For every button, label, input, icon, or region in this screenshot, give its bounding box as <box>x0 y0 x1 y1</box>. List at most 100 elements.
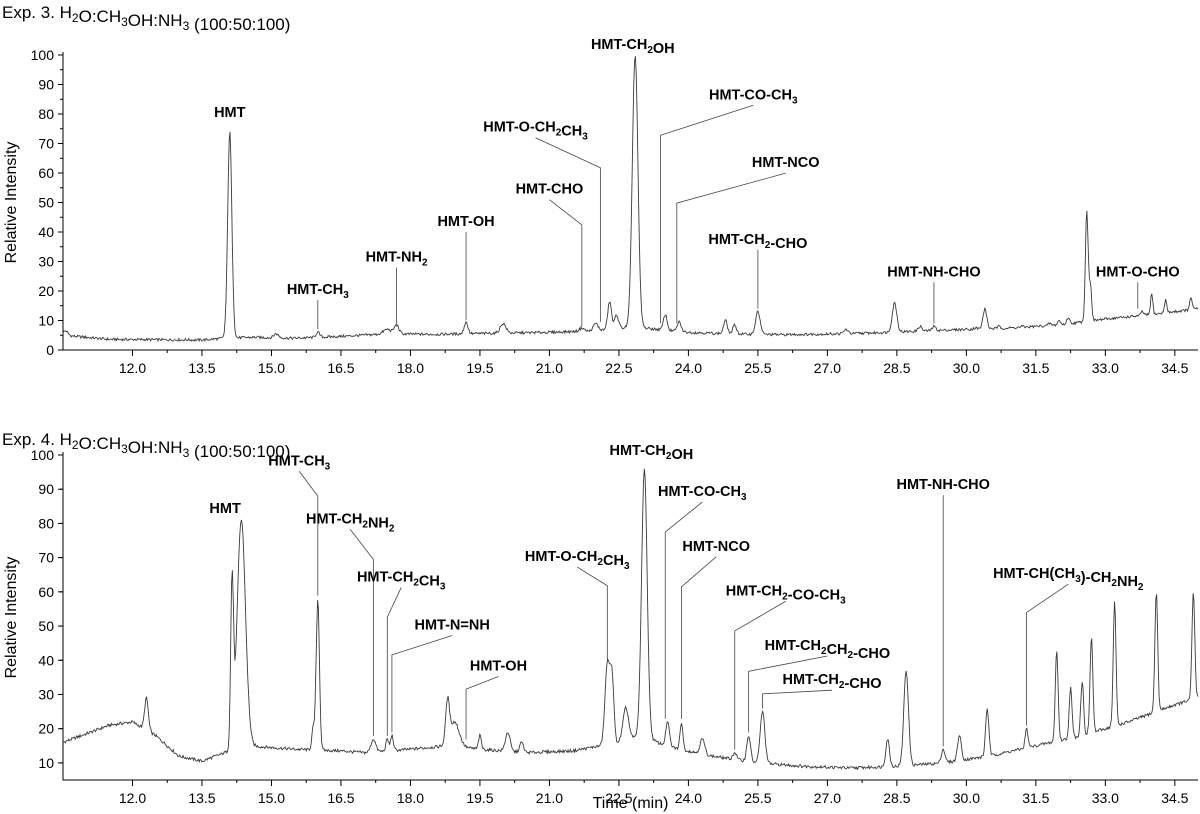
y-axis-label: Relative Intensity <box>3 557 20 679</box>
x-tick-label: 19.5 <box>466 790 493 806</box>
peak-leader-line <box>660 104 754 324</box>
x-tick-label: 30.0 <box>953 360 980 376</box>
x-tick-label: 22.5 <box>605 360 632 376</box>
x-axis-label: Time (min) <box>593 795 669 812</box>
peak-label: HMT-OH <box>437 214 494 230</box>
peak-label: HMT-CH2OH <box>591 37 675 57</box>
y-tick-label: 50 <box>38 618 54 634</box>
y-tick-label: 100 <box>31 447 55 463</box>
y-tick-label: 30 <box>38 254 54 270</box>
peak-leader-line <box>349 529 374 736</box>
axis-frame <box>62 52 1198 351</box>
y-axis-label: Relative Intensity <box>3 142 20 264</box>
y-tick-label: 60 <box>38 584 54 600</box>
peak-label: HMT-CH(CH3)-CH2NH2 <box>993 566 1144 593</box>
x-tick-label: 12.0 <box>119 360 146 376</box>
peak-label: HMT-CHO <box>516 182 584 198</box>
peak-leader-line <box>391 635 453 733</box>
peak-label: HMT-NCO <box>682 539 750 555</box>
x-tick-label: 28.5 <box>883 790 910 806</box>
peak-label: HMT-CH2NH2 <box>306 511 395 534</box>
x-tick-label: 18.0 <box>397 360 424 376</box>
chart-title: Exp. 3. H2O:CH3OH:NH3 (100:50:100) <box>2 3 290 34</box>
x-tick-label: 24.0 <box>675 360 702 376</box>
chart-panel-4: Exp. 4. H2O:CH3OH:NH3 (100:50:100) 10 20 30… <box>2 430 1199 812</box>
peak-leader-line <box>535 137 601 322</box>
x-tick-label: 15.0 <box>258 360 285 376</box>
y-tick-label: 50 <box>38 195 54 211</box>
x-tick-label: 34.5 <box>1161 790 1188 806</box>
x-tick-label: 27.0 <box>814 360 841 376</box>
x-tick-label: 12.0 <box>119 790 146 806</box>
peak-label: HMT-CH3 <box>268 453 330 472</box>
x-tick-label: 16.5 <box>327 360 354 376</box>
y-tick-label: 40 <box>38 652 54 668</box>
x-tick-label: 13.5 <box>188 790 215 806</box>
chromatogram-trace <box>62 56 1199 343</box>
peak-label: HMT-NH2 <box>366 250 428 269</box>
y-tick-label: 80 <box>38 106 54 122</box>
y-tick-label: 90 <box>38 77 54 93</box>
peak-leader-line <box>681 556 717 719</box>
x-tick-label: 31.5 <box>1022 360 1049 376</box>
x-tick-label: 15.0 <box>258 790 285 806</box>
peak-leader-line <box>734 600 786 750</box>
peak-leader-line <box>386 587 402 736</box>
y-tick-label: 20 <box>38 721 54 737</box>
axis-frame <box>62 452 1198 781</box>
peak-label: HMT-CH2OH <box>609 443 693 463</box>
peak-leader-line <box>549 199 583 327</box>
x-tick-label: 18.0 <box>397 790 424 806</box>
peak-label: HMT-O-CHO <box>1096 264 1180 280</box>
x-tick-label: 33.0 <box>1092 360 1119 376</box>
x-tick-label: 22.5 <box>605 790 632 806</box>
peak-label: HMT-O-CH2CH3 <box>525 549 630 572</box>
peak-label: HMT-O-CH2CH3 <box>483 120 588 143</box>
y-tick-label: 80 <box>38 515 54 531</box>
y-tick-label: 70 <box>38 550 54 566</box>
x-tick-label: 13.5 <box>188 360 215 376</box>
peak-leader-line <box>762 689 833 709</box>
x-tick-label: 19.5 <box>466 360 493 376</box>
peak-leader-line <box>577 566 608 661</box>
peak-label: HMT <box>209 501 241 517</box>
peak-label: HMT-CH2CH3 <box>357 570 446 593</box>
peak-label: HMT-CH2CH2-CHO <box>765 638 891 662</box>
peak-label: HMT-NH-CHO <box>896 477 989 493</box>
x-tick-label: 30.0 <box>953 790 980 806</box>
y-tick-label: 100 <box>31 47 55 63</box>
peak-leader-line <box>298 471 319 596</box>
peak-leader-line <box>664 501 703 719</box>
y-tick-label: 60 <box>38 165 54 181</box>
x-tick-label: 21.0 <box>536 790 563 806</box>
x-tick-label: 24.0 <box>675 790 702 806</box>
y-tick-label: 20 <box>38 283 54 299</box>
peak-label: HMT-CH2-CO-CH3 <box>726 583 846 606</box>
y-tick-label: 30 <box>38 686 54 702</box>
peak-label: HMT-NH-CHO <box>887 264 980 280</box>
peak-label: HMT-CO-CH3 <box>709 87 798 106</box>
peak-leader-line <box>748 655 828 733</box>
peak-label: HMT <box>214 105 246 121</box>
peak-label: HMT-CH3 <box>287 282 349 301</box>
peak-leader-line <box>676 172 786 324</box>
peak-label: HMT-CO-CH3 <box>658 484 747 503</box>
x-tick-label: 21.0 <box>536 360 563 376</box>
peak-label: HMT-N=NH <box>414 617 489 633</box>
x-tick-label: 28.5 <box>883 360 910 376</box>
y-tick-label: 70 <box>38 136 54 152</box>
chart-title: Exp. 4. H2O:CH3OH:NH3 (100:50:100) <box>2 430 290 461</box>
peak-label: HMT-CH2-CHO <box>708 232 807 252</box>
y-tick-label: 90 <box>38 481 54 497</box>
y-tick-label: 40 <box>38 224 54 240</box>
peak-label: HMT-NCO <box>752 155 820 171</box>
x-tick-label: 34.5 <box>1161 360 1188 376</box>
chart-panel-3: Exp. 3. H2O:CH3OH:NH3 (100:50:100) 0 10 20 3… <box>2 3 1199 376</box>
x-tick-label: 31.5 <box>1022 790 1049 806</box>
x-tick-label: 16.5 <box>327 790 354 806</box>
peak-leader-line <box>1026 583 1069 726</box>
peak-label: HMT-CH2-CHO <box>783 672 882 692</box>
x-tick-label: 27.0 <box>814 790 841 806</box>
peak-label: HMT-OH <box>470 659 527 675</box>
